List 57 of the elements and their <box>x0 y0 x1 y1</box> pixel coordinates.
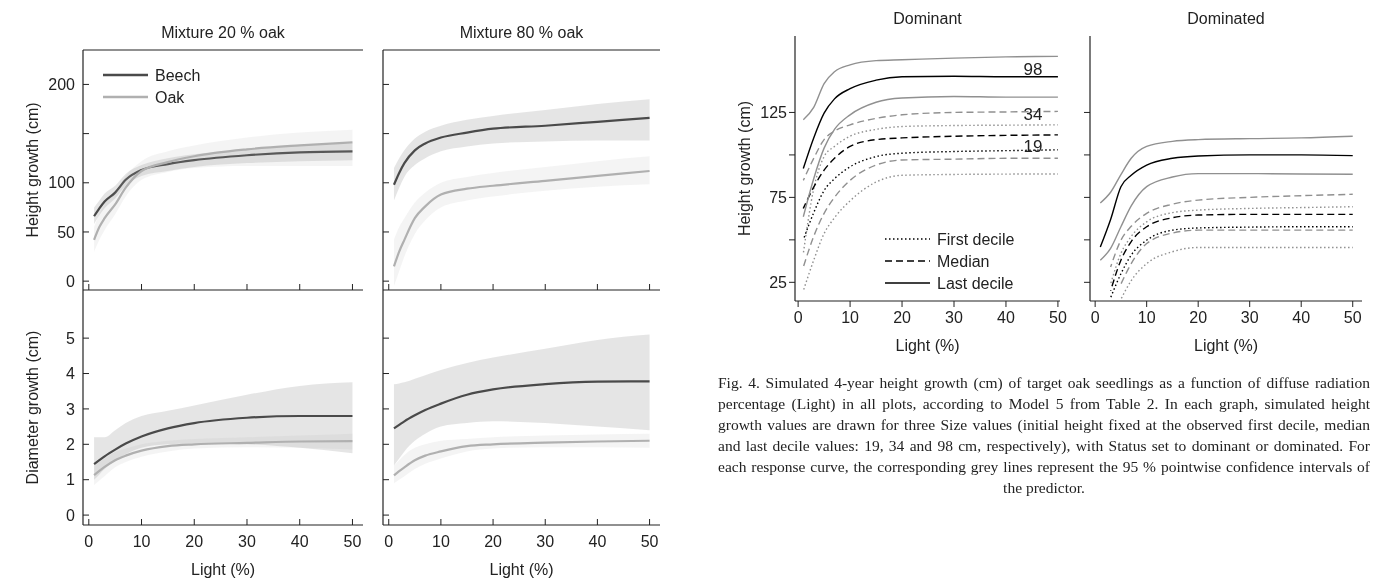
x-axis-title: Light (%) <box>489 561 554 578</box>
x-tick-label: 0 <box>1090 309 1100 326</box>
x-tick-label: 0 <box>793 309 803 326</box>
y-tick-label: 4 <box>66 365 76 383</box>
x-tick-label: 10 <box>132 533 151 550</box>
y-tick-label: 200 <box>48 76 76 94</box>
x-tick-label: 40 <box>290 533 309 550</box>
x-tick-label: 50 <box>1049 309 1067 326</box>
chart-title: Dominated <box>1187 10 1265 27</box>
y-tick-label: 5 <box>66 329 76 347</box>
y-tick-label: 1 <box>66 471 76 489</box>
x-axis-title: Light (%) <box>190 561 256 578</box>
y-tick-label: 100 <box>48 174 76 192</box>
x-tick-label: 40 <box>997 309 1015 326</box>
y-tick-label: 125 <box>760 104 788 122</box>
annotation: 34 <box>1023 104 1043 124</box>
y-axis-title: Diameter growth (cm) <box>24 330 41 485</box>
legend-label: First decile <box>937 230 1015 248</box>
x-axis-title: Light (%) <box>1193 337 1259 354</box>
y-axis-title: Height growth (cm) <box>736 100 753 237</box>
x-tick-label: 50 <box>640 533 659 550</box>
y-tick-label: 3 <box>66 400 76 418</box>
x-tick-label: 20 <box>1189 309 1208 326</box>
x-tick-label: 10 <box>1137 309 1156 326</box>
y-tick-label: 50 <box>57 223 76 241</box>
y-tick-label: 0 <box>66 272 76 290</box>
y-tick-label: 25 <box>769 273 788 291</box>
y-tick-label: 2 <box>66 435 76 453</box>
x-tick-label: 0 <box>84 533 94 550</box>
x-tick-label: 50 <box>343 533 362 550</box>
x-tick-label: 20 <box>893 309 912 326</box>
x-tick-label: 30 <box>1240 309 1259 326</box>
x-axis-title: Light (%) <box>895 337 960 354</box>
x-tick-label: 0 <box>384 533 394 550</box>
chart-title: Mixture 20 % oak <box>161 24 286 41</box>
x-tick-label: 20 <box>484 533 503 550</box>
caption: Fig. 4. Simulated 4-year height growth (cm) of target oak seedlings as a function of diffuse radiation percentage (Light) in all plots, according to Model 5 from Table 2. In each graph, simulated height growth values are drawn for three Size values (initial height fixed at the observed first decile, median and last decile values: 19, 34 and 98 cm, respectively), with Status set to dominant or dominated. For each response curve, the corresponding grey lines represent the 95 % pointwise confidence intervals of the predictor. <box>718 373 1370 498</box>
x-tick-label: 10 <box>432 533 450 550</box>
y-axis-title: Height growth (cm) <box>24 102 41 238</box>
legend-label: Beech <box>155 66 201 84</box>
chart-title: Mixture 80 % oak <box>459 24 585 41</box>
y-tick-label: 0 <box>66 506 76 524</box>
chart-title: Dominant <box>893 10 963 27</box>
legend-label: Oak <box>155 88 186 106</box>
x-tick-label: 30 <box>238 533 256 550</box>
annotation: 98 <box>1023 59 1043 79</box>
x-tick-label: 30 <box>536 533 555 550</box>
x-tick-label: 30 <box>945 309 963 326</box>
annotation: 19 <box>1023 136 1043 156</box>
x-tick-label: 40 <box>588 533 607 550</box>
x-tick-label: 40 <box>1292 309 1311 326</box>
y-tick-label: 75 <box>769 188 788 206</box>
x-tick-label: 50 <box>1343 309 1362 326</box>
legend-label: Median <box>937 252 990 270</box>
x-tick-label: 20 <box>185 533 204 550</box>
x-tick-label: 10 <box>841 309 860 326</box>
legend-label: Last decile <box>937 274 1014 292</box>
